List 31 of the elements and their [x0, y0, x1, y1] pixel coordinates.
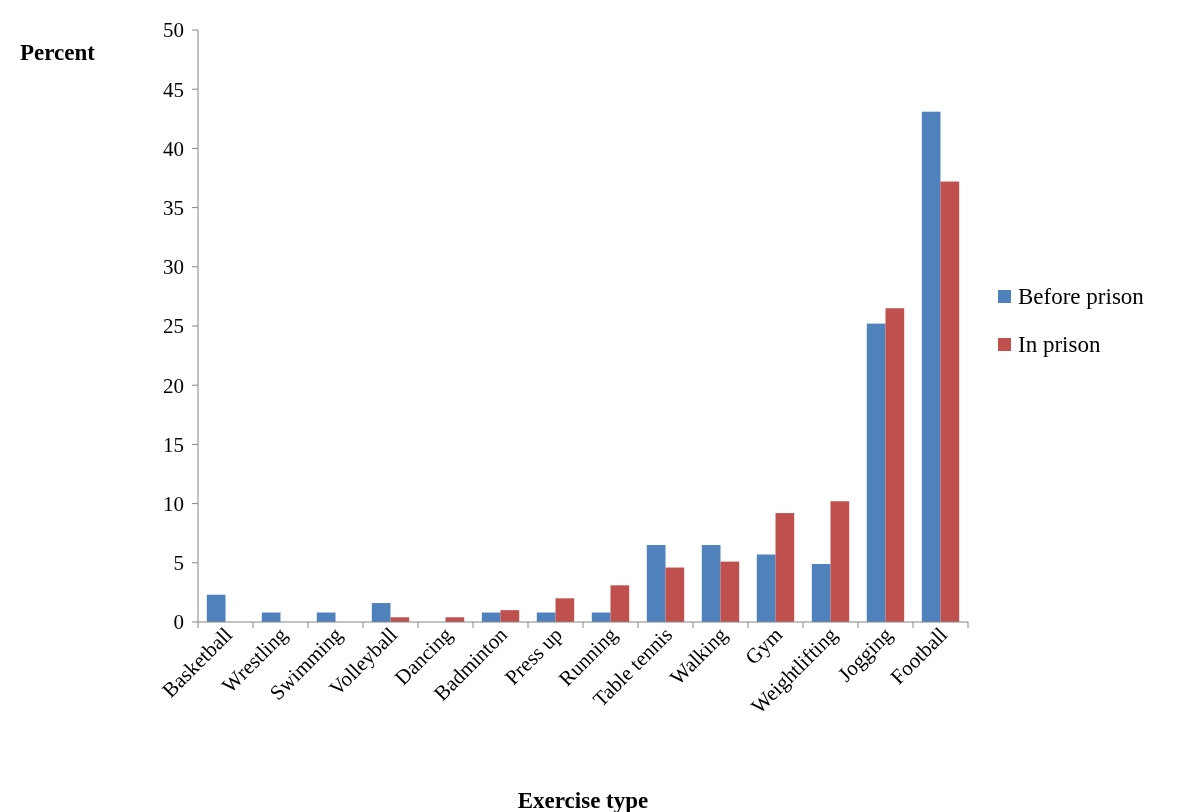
- y-tick-label: 10: [163, 491, 184, 516]
- y-tick-label: 50: [163, 18, 184, 43]
- y-tick-label: 25: [163, 314, 184, 339]
- bar: [866, 323, 886, 622]
- y-tick-label: 40: [163, 136, 184, 161]
- y-tick-label: 35: [163, 195, 184, 220]
- bar: [885, 308, 905, 622]
- bar: [830, 501, 850, 622]
- y-axis-title: Percent: [20, 40, 96, 65]
- legend-label: Before prison: [1018, 284, 1145, 310]
- y-tick-label: 15: [163, 432, 184, 457]
- bar: [646, 545, 666, 622]
- bar: [775, 513, 795, 622]
- y-tick-label: 45: [163, 77, 184, 102]
- legend-label: In prison: [1018, 332, 1101, 358]
- bar: [371, 603, 391, 622]
- bar: [720, 561, 740, 622]
- bar: [701, 545, 721, 622]
- bar: [500, 610, 520, 622]
- bar: [940, 181, 960, 622]
- bar: [921, 111, 941, 622]
- bar: [555, 598, 575, 622]
- bar: [811, 563, 831, 622]
- y-tick-label: 0: [173, 610, 184, 635]
- bar: [206, 594, 226, 622]
- bar: [610, 585, 630, 622]
- bar: [665, 567, 685, 622]
- bar: [756, 554, 776, 622]
- y-tick-label: 5: [173, 551, 184, 576]
- y-tick-label: 30: [163, 255, 184, 280]
- y-tick-label: 20: [163, 373, 184, 398]
